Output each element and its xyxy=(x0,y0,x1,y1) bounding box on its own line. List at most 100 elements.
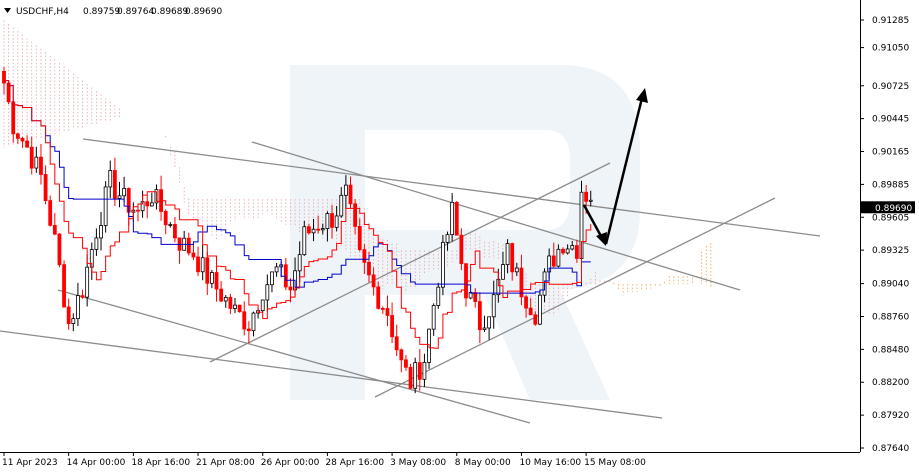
candle xyxy=(274,262,279,277)
candle xyxy=(76,282,80,327)
candle xyxy=(450,193,455,242)
close-value: 0.89690 xyxy=(185,7,222,17)
trend-line xyxy=(57,289,531,424)
x-tick-label: 21 Apr 08:00 xyxy=(196,458,255,468)
candle xyxy=(556,244,561,268)
candle xyxy=(588,190,593,207)
forecast-arrow-up-head xyxy=(636,88,648,103)
forecast-arrow-up xyxy=(604,97,644,245)
candle xyxy=(94,228,99,256)
high-value: 0.89764 xyxy=(117,7,154,17)
candle xyxy=(228,293,233,315)
candle xyxy=(191,243,196,261)
candle xyxy=(283,257,288,291)
candle xyxy=(353,199,358,235)
y-tick-label: 0.88480 xyxy=(872,345,909,355)
candle xyxy=(473,288,478,308)
candle xyxy=(246,321,251,344)
candle xyxy=(117,181,122,208)
price-axis: 0.91285 0.91050 0.90725 0.90445 0.90165 0.898… xyxy=(860,16,909,454)
candle xyxy=(330,204,334,239)
time-axis: 11 Apr 2023 14 Apr 00:00 18 Apr 16:00 21 Ap… xyxy=(2,452,646,468)
candle xyxy=(52,212,57,236)
candle xyxy=(380,306,385,314)
candle xyxy=(182,230,187,251)
kijun-sen-line xyxy=(4,80,591,294)
x-tick-label: 28 Apr 16:00 xyxy=(325,458,384,468)
candle xyxy=(43,165,48,205)
candle xyxy=(71,313,76,332)
y-tick-label: 0.87640 xyxy=(872,444,909,454)
candle xyxy=(390,302,394,344)
tenkan-sen-line xyxy=(4,80,592,349)
candle xyxy=(29,136,34,175)
candle xyxy=(168,222,173,228)
candle xyxy=(454,201,459,236)
candle xyxy=(48,195,53,227)
candle xyxy=(25,135,30,148)
candle xyxy=(20,136,25,148)
candle xyxy=(524,294,528,318)
candle xyxy=(394,324,399,356)
dropdown-triangle-icon[interactable] xyxy=(4,8,11,13)
candle xyxy=(145,195,150,219)
symbol-timeframe: USDCHF,H4 xyxy=(16,7,69,17)
candle xyxy=(538,290,542,325)
candle xyxy=(307,223,311,235)
candle xyxy=(528,298,533,316)
candle xyxy=(108,160,113,199)
candle xyxy=(399,348,404,373)
y-tick-label: 0.87920 xyxy=(872,411,909,421)
candle xyxy=(404,354,408,371)
x-tick-label: 8 May 00:00 xyxy=(455,458,511,468)
candle xyxy=(376,281,381,310)
candle xyxy=(209,269,214,289)
candle xyxy=(66,298,71,330)
candle xyxy=(62,260,66,308)
open-value: 0.89759 xyxy=(83,7,120,17)
y-tick-label: 0.89605 xyxy=(872,213,909,223)
candle xyxy=(223,295,228,308)
candle xyxy=(320,223,325,235)
x-tick-label: 10 May 16:00 xyxy=(519,458,581,468)
candle xyxy=(510,242,515,281)
candle xyxy=(371,267,376,296)
candle xyxy=(39,144,43,185)
candle xyxy=(57,233,62,268)
candle xyxy=(159,175,163,221)
candle xyxy=(491,280,496,329)
candle xyxy=(196,246,200,277)
y-tick-label: 0.88760 xyxy=(872,312,909,322)
candle xyxy=(431,303,436,336)
candle xyxy=(348,176,353,209)
candle xyxy=(311,219,316,242)
candle xyxy=(233,297,237,314)
candle xyxy=(427,328,431,369)
x-tick-label: 26 Apr 00:00 xyxy=(261,458,320,468)
trend-line xyxy=(209,162,611,363)
current-price-tag: 0.89690 xyxy=(861,201,915,214)
y-tick-label: 0.88200 xyxy=(872,378,909,388)
current-price-label: 0.89690 xyxy=(875,204,912,214)
x-tick-label: 11 Apr 2023 xyxy=(2,458,58,468)
candle xyxy=(80,289,85,299)
candle xyxy=(487,316,492,340)
candle xyxy=(385,295,390,327)
candle xyxy=(270,271,274,293)
candle xyxy=(205,252,210,296)
candle xyxy=(237,304,242,313)
candle xyxy=(565,244,570,255)
candle xyxy=(436,282,441,309)
candle xyxy=(99,211,103,251)
candle xyxy=(89,242,94,280)
candle xyxy=(417,348,422,391)
candle xyxy=(533,311,538,326)
candle xyxy=(242,301,247,336)
y-tick-label: 0.89325 xyxy=(872,246,909,256)
candle xyxy=(445,231,450,251)
candle xyxy=(459,228,464,271)
low-value: 0.89689 xyxy=(151,7,188,17)
candle xyxy=(214,266,219,302)
trend-line xyxy=(251,141,741,291)
